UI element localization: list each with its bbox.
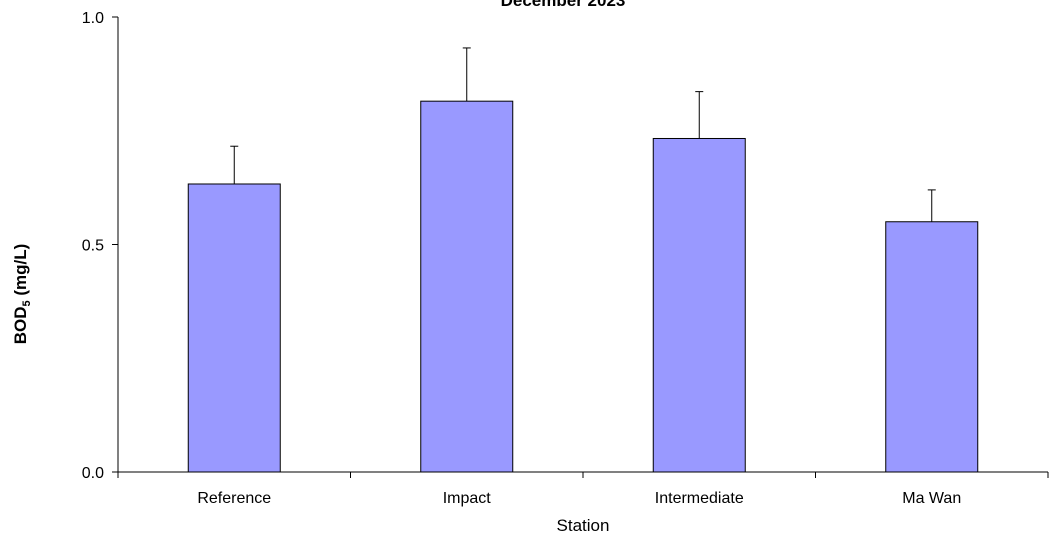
y-axis-title-main: BOD: [11, 307, 30, 345]
bar-2: [652, 137, 746, 473]
y-tick-label-2: 1.0: [82, 10, 104, 27]
x-ticks: Reference Impact Intermediate Ma Wan: [117, 472, 1049, 507]
chart-title: December 2023: [501, 0, 626, 10]
bar-1: [420, 100, 514, 473]
y-tick-label-0: 0.0: [82, 465, 104, 482]
x-tick-label-3: Ma Wan: [902, 490, 961, 507]
y-axis-title-subscript: 5: [21, 300, 33, 306]
error-bars-layer: [230, 47, 936, 222]
x-axis-title: Station: [557, 516, 610, 535]
bar-0: [187, 183, 281, 473]
bar-3: [885, 221, 979, 473]
y-ticks: 0.0 0.5 1.0: [82, 10, 118, 482]
y-axis-title-unit: (mg/L): [11, 244, 30, 301]
y-tick-label-1: 0.5: [82, 238, 104, 255]
bars-layer: [187, 100, 979, 473]
x-tick-label-0: Reference: [197, 490, 271, 507]
x-tick-label-1: Impact: [443, 490, 492, 507]
x-tick-label-2: Intermediate: [655, 490, 744, 507]
y-axis-title: BOD5 (mg/L): [11, 244, 33, 345]
